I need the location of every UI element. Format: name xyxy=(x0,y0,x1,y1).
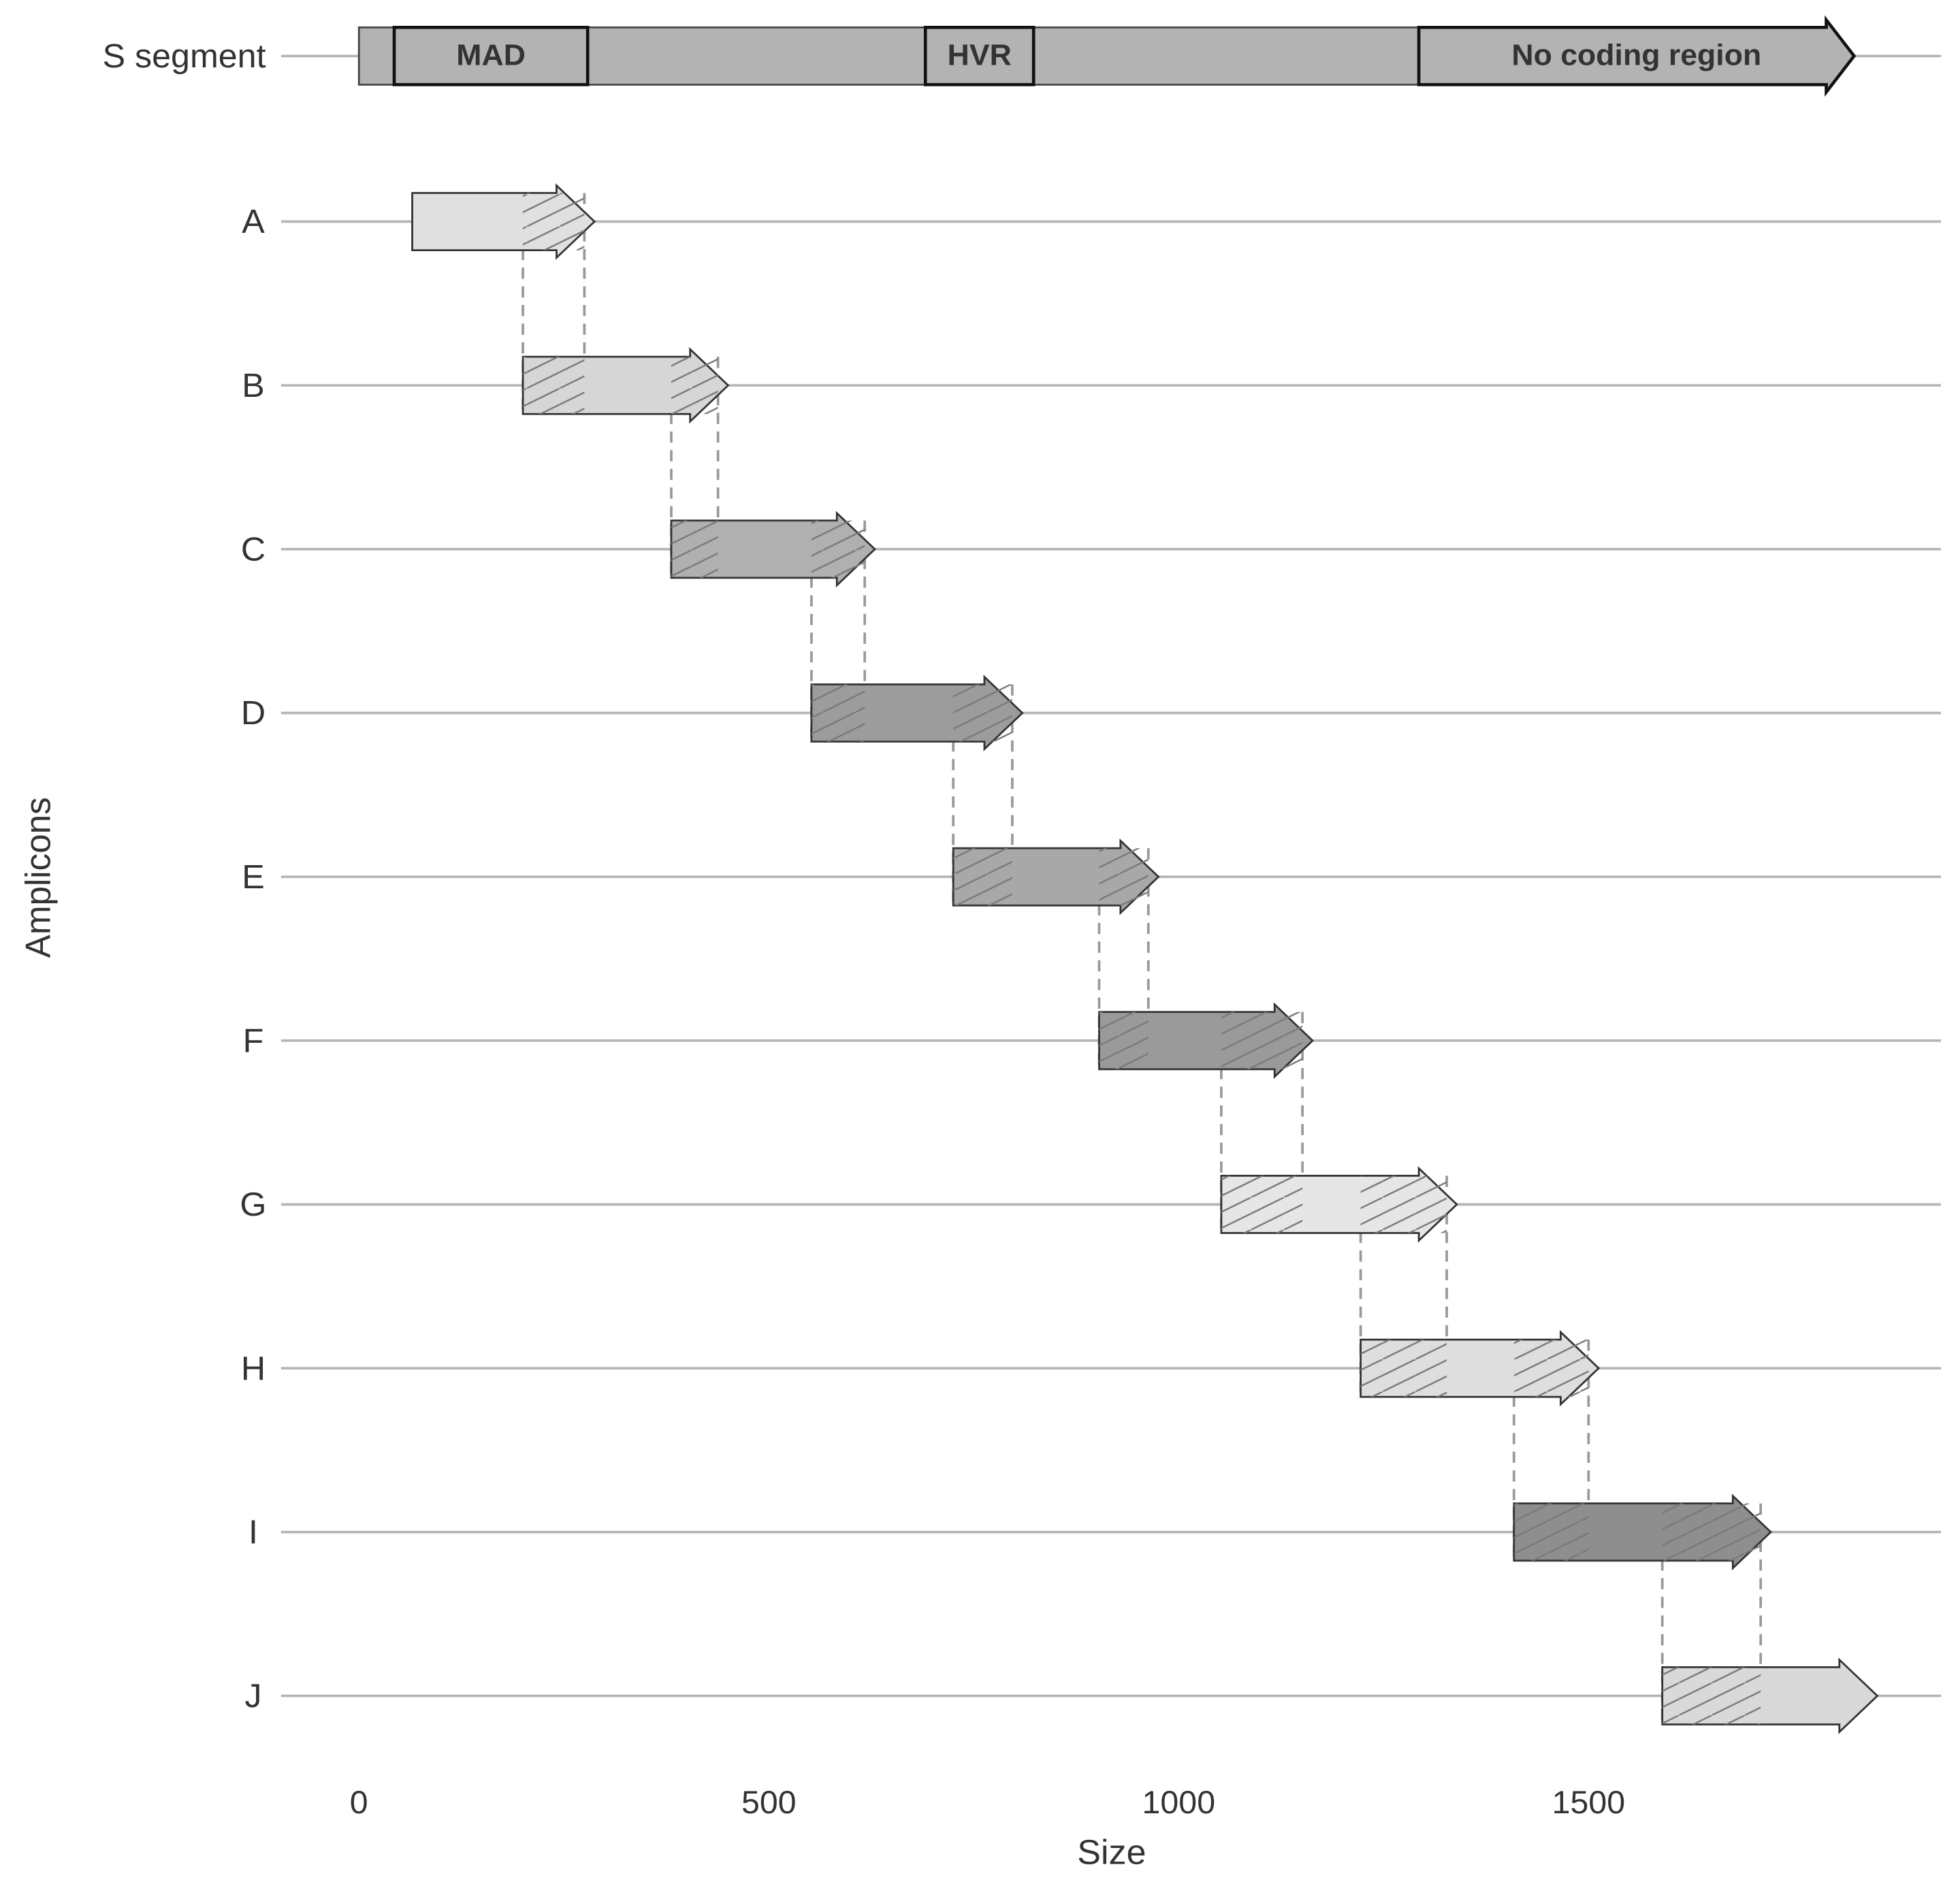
region-label: HVR xyxy=(948,39,1012,72)
y-tick-label: F xyxy=(243,1022,264,1060)
region-box xyxy=(392,25,590,86)
overlap-hatch xyxy=(953,684,1012,742)
y-tick-label: A xyxy=(242,203,265,241)
y-tick-label: G xyxy=(240,1186,266,1224)
overlap-hatch xyxy=(671,520,718,578)
x-tick-label: 0 xyxy=(350,1785,368,1821)
overlap-hatch xyxy=(811,684,865,742)
overlap-hatch xyxy=(811,520,865,578)
y-tick-label: I xyxy=(248,1513,258,1551)
y-tick-label: J xyxy=(244,1677,261,1715)
y-tick-label: E xyxy=(242,858,264,896)
region-label: No coding region xyxy=(1511,39,1761,72)
region-label: MAD xyxy=(456,39,526,72)
overlap-hatch xyxy=(1513,1503,1589,1561)
overlap-hatch xyxy=(523,357,585,415)
overlap-hatch xyxy=(1513,1340,1589,1397)
y-tick-label: B xyxy=(242,366,264,404)
x-tick-label: 500 xyxy=(741,1785,797,1821)
overlap-hatch xyxy=(1221,1176,1303,1233)
region-box xyxy=(923,25,1035,86)
overlap-hatch xyxy=(1099,1011,1148,1069)
y-tick-label: H xyxy=(241,1349,266,1387)
y-tick-label: C xyxy=(241,530,266,568)
x-axis-label: Size xyxy=(1077,1832,1146,1872)
overlap-hatch xyxy=(1360,1340,1447,1397)
overlap-hatch xyxy=(1221,1011,1303,1069)
overlap-hatch xyxy=(1099,848,1148,906)
y-tick-label: S segment xyxy=(103,37,266,75)
region-box xyxy=(1417,15,1857,97)
overlap-hatch xyxy=(1662,1667,1761,1725)
overlap-hatch xyxy=(1662,1503,1761,1561)
overlap-hatch xyxy=(1360,1176,1447,1233)
overlap-hatch xyxy=(953,848,1012,906)
overlap-hatch xyxy=(523,193,585,250)
y-axis-label: Amplicons xyxy=(18,797,57,958)
y-tick-label: D xyxy=(241,694,266,732)
x-tick-label: 1500 xyxy=(1552,1785,1626,1821)
x-tick-label: 1000 xyxy=(1142,1785,1216,1821)
overlap-hatch xyxy=(671,357,718,415)
